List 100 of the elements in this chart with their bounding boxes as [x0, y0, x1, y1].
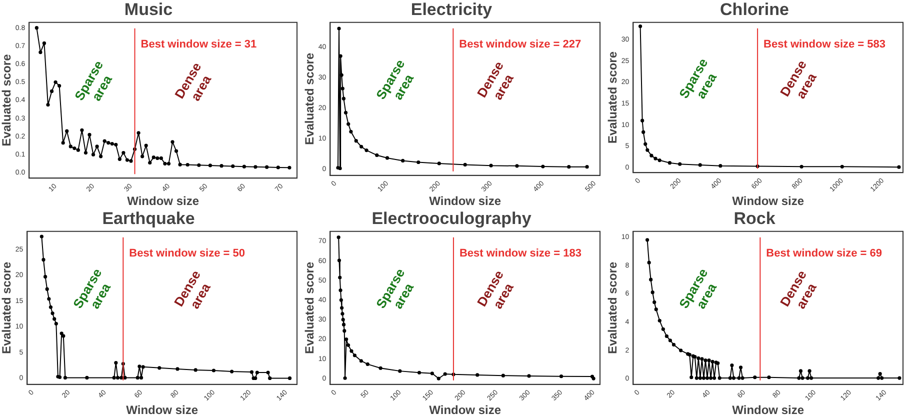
point — [767, 376, 771, 380]
point — [359, 359, 363, 363]
ref-line-label: Best window size = 183 — [459, 247, 582, 260]
point — [710, 360, 714, 364]
point — [58, 84, 62, 88]
point — [378, 366, 382, 370]
point — [798, 369, 803, 373]
point — [880, 376, 884, 380]
x-axis-title: Window size — [429, 194, 502, 208]
y-axis-title: Evaluated score — [606, 262, 620, 354]
point — [640, 118, 644, 122]
y-axis-title: Evaluated score — [302, 52, 317, 145]
point — [654, 308, 658, 312]
point — [708, 376, 713, 380]
point — [158, 366, 162, 370]
point — [84, 151, 88, 155]
point — [212, 368, 216, 372]
point — [34, 26, 38, 30]
point — [338, 288, 342, 292]
point — [65, 129, 69, 133]
point — [106, 141, 110, 145]
point — [644, 142, 648, 146]
point — [354, 139, 358, 143]
point — [702, 376, 706, 380]
point — [585, 165, 589, 169]
point — [700, 357, 704, 361]
point — [197, 163, 201, 167]
point — [810, 376, 814, 380]
point — [642, 130, 646, 134]
point — [340, 86, 344, 90]
point — [156, 156, 160, 160]
point — [42, 258, 46, 262]
x-axis-title: Window size — [429, 403, 502, 418]
y-axis-title: Evaluated score — [302, 262, 317, 354]
point — [120, 376, 124, 380]
chart-title: Electricity — [410, 0, 493, 19]
point — [541, 164, 545, 168]
chart-title: Chlorine — [720, 0, 789, 19]
point — [443, 372, 447, 376]
point — [152, 156, 156, 160]
point — [753, 376, 757, 380]
point — [76, 148, 80, 152]
point — [88, 132, 92, 136]
point — [122, 151, 126, 155]
point — [116, 376, 120, 380]
point — [559, 374, 564, 378]
point — [350, 349, 354, 353]
point — [340, 312, 344, 316]
point — [668, 161, 672, 165]
point — [139, 376, 144, 380]
point — [288, 376, 292, 380]
point — [176, 367, 180, 371]
point — [118, 157, 122, 161]
point — [54, 80, 58, 84]
point — [732, 376, 736, 380]
point — [50, 312, 54, 316]
point — [341, 318, 345, 322]
point — [366, 362, 370, 366]
point — [806, 376, 810, 380]
point — [897, 165, 901, 169]
point — [808, 369, 812, 373]
point — [800, 376, 804, 380]
point — [43, 274, 48, 279]
ref-line-label: Best window size = 583 — [764, 38, 886, 50]
point — [50, 89, 54, 94]
point — [645, 238, 650, 242]
point — [800, 164, 804, 168]
point — [364, 148, 368, 152]
point — [346, 343, 350, 347]
point — [650, 290, 654, 294]
point — [72, 146, 76, 150]
point — [840, 164, 844, 168]
point — [672, 342, 676, 347]
point — [728, 376, 732, 380]
point — [80, 128, 84, 132]
point — [85, 376, 89, 380]
point — [694, 376, 698, 380]
point — [62, 334, 66, 338]
point — [255, 370, 259, 374]
point — [718, 164, 722, 168]
point — [398, 369, 402, 373]
point — [707, 358, 711, 362]
point — [63, 376, 68, 380]
point — [340, 306, 344, 310]
point — [876, 376, 880, 380]
ref-line-label: Best window size = 227 — [459, 38, 582, 50]
chart-title: Music — [124, 0, 173, 19]
point — [416, 160, 420, 164]
point — [878, 372, 882, 376]
point — [144, 144, 148, 148]
point — [186, 162, 190, 167]
point — [704, 358, 708, 362]
point — [360, 144, 364, 148]
point — [230, 370, 234, 374]
point — [738, 366, 743, 370]
point — [678, 162, 682, 166]
point — [60, 332, 64, 336]
point — [136, 131, 140, 135]
point — [352, 354, 357, 358]
point — [698, 376, 702, 380]
